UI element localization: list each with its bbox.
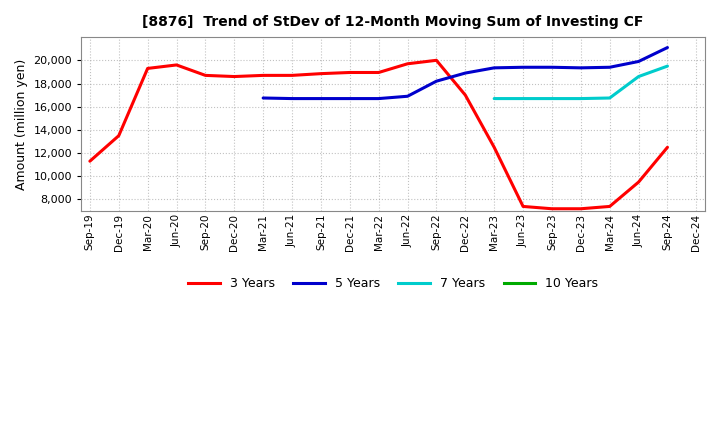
Title: [8876]  Trend of StDev of 12-Month Moving Sum of Investing CF: [8876] Trend of StDev of 12-Month Moving…: [143, 15, 644, 29]
Y-axis label: Amount (million yen): Amount (million yen): [15, 59, 28, 190]
Legend: 3 Years, 5 Years, 7 Years, 10 Years: 3 Years, 5 Years, 7 Years, 10 Years: [184, 272, 603, 295]
